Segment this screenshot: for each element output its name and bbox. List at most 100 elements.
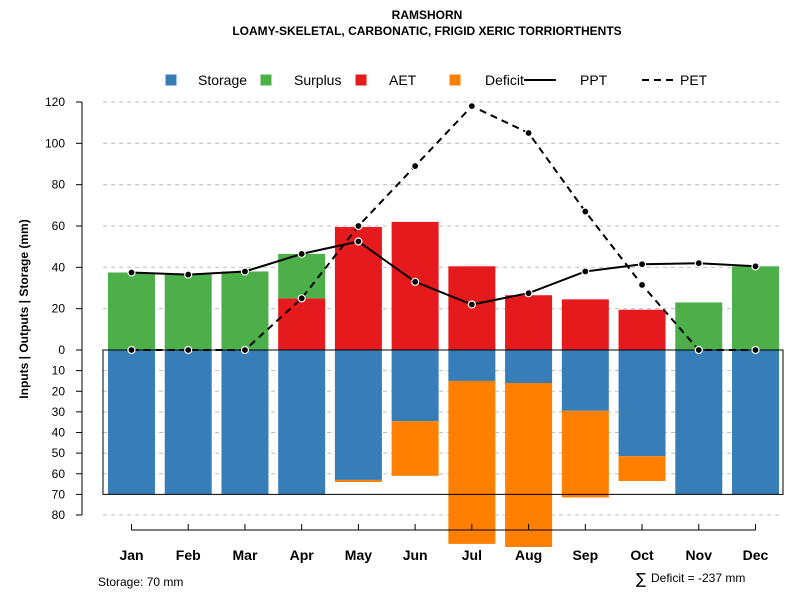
y-tick-label-upper-80: 80: [52, 178, 66, 192]
ppt-point-feb: [184, 270, 193, 279]
y-axis-label: Inputs | Outputs | Storage (mm): [17, 219, 31, 398]
bar-deficit-aug: [505, 383, 553, 547]
bar-storage-jun: [391, 350, 439, 422]
y-tick-label-upper-0: 0: [58, 343, 65, 357]
bar-deficit-oct: [618, 456, 666, 481]
storage-note: Storage: 70 mm: [98, 575, 183, 589]
x-tick-label-feb: Feb: [176, 547, 201, 563]
x-tick-label-sep: Sep: [572, 547, 598, 563]
legend: Storage Surplus AET Deficit PPT PET: [165, 72, 708, 88]
ppt-point-may: [354, 237, 363, 246]
bar-storage-mar: [221, 350, 269, 495]
pet-point-dec: [751, 345, 760, 355]
legend-swatch-aet: [355, 74, 367, 86]
y-tick-label-lower-30: 30: [52, 405, 66, 419]
deficit-note: Deficit = -237 mm: [651, 571, 745, 585]
bar-storage-jul: [448, 350, 496, 381]
chart-subtitle: LOAMY-SKELETAL, CARBONATIC, FRIGID XERIC…: [232, 24, 621, 38]
y-tick-label-upper-40: 40: [52, 260, 66, 274]
bar-surplus-apr: [278, 253, 326, 299]
bar-surplus-mar: [221, 271, 269, 350]
legend-swatch-surplus: [260, 74, 272, 86]
pet-point-sep: [581, 207, 590, 216]
bar-surplus-dec: [732, 266, 779, 350]
x-tick-label-may: May: [345, 547, 372, 563]
bar-surplus-nov: [675, 302, 723, 350]
ppt-point-jun: [411, 277, 420, 286]
ppt-point-dec: [751, 262, 760, 271]
x-tick-label-mar: Mar: [233, 547, 258, 563]
bar-surplus-feb: [164, 274, 212, 350]
bar-deficit-jun: [391, 421, 439, 476]
bar-storage-aug: [505, 350, 553, 383]
pet-point-aug: [524, 128, 533, 138]
x-tick-label-nov: Nov: [686, 547, 713, 563]
y-tick-label-lower-60: 60: [52, 467, 66, 481]
storage-capacity-box: [102, 349, 784, 495]
x-tick-label-apr: Apr: [290, 547, 315, 563]
legend-label-surplus: Surplus: [294, 72, 341, 88]
pet-point-apr: [297, 294, 306, 303]
bar-surplus-jan: [108, 272, 155, 350]
ppt-point-nov: [694, 259, 703, 268]
bar-aet-jun: [391, 221, 439, 350]
y-tick-label-lower-50: 50: [52, 446, 66, 460]
legend-swatch-deficit: [449, 74, 461, 86]
x-tick-label-jul: Jul: [462, 547, 482, 563]
ppt-point-oct: [637, 260, 647, 269]
bar-deficit-may: [334, 479, 382, 482]
sum-symbol: ∑: [636, 570, 646, 588]
legend-label-aet: AET: [389, 72, 417, 88]
y-tick-label-lower-20: 20: [52, 384, 66, 398]
y-tick-label-lower-70: 70: [52, 487, 66, 501]
bar-storage-apr: [278, 350, 326, 495]
pet-point-oct: [637, 280, 647, 289]
bar-aet-apr: [278, 298, 326, 350]
bar-aet-oct: [618, 309, 666, 350]
legend-label-storage: Storage: [198, 72, 247, 88]
bar-aet-aug: [505, 295, 553, 350]
y-tick-label-lower-40: 40: [52, 426, 66, 440]
x-tick-label-jun: Jun: [403, 547, 428, 563]
pet-point-jun: [411, 161, 420, 171]
pet-point-feb: [184, 345, 193, 355]
bar-storage-dec: [732, 350, 779, 495]
x-tick-label-jan: Jan: [119, 547, 143, 563]
gridlines: [103, 101, 783, 516]
ppt-point-jul: [467, 300, 476, 309]
pet-point-may: [354, 221, 363, 231]
bar-deficit-jul: [448, 380, 496, 544]
bar-storage-oct: [618, 350, 666, 457]
bar-storage-nov: [675, 350, 723, 495]
y-tick-label-upper-100: 100: [45, 136, 65, 150]
legend-label-deficit: Deficit: [485, 72, 524, 88]
pet-line: [131, 104, 756, 351]
ppt-point-jan: [127, 268, 136, 277]
ppt-point-aug: [524, 289, 533, 298]
pet-point-jul: [467, 102, 476, 111]
y-tick-label-lower-80: 80: [52, 508, 66, 522]
bar-aet-sep: [561, 299, 609, 350]
chart-title: RAMSHORN: [392, 8, 463, 22]
bar-storage-feb: [164, 350, 212, 495]
legend-label-pet: PET: [680, 72, 708, 88]
y-tick-label-upper-60: 60: [52, 219, 66, 233]
y-tick-label-upper-20: 20: [52, 302, 66, 316]
x-tick-label-oct: Oct: [630, 547, 654, 563]
legend-swatch-storage: [165, 74, 177, 86]
bar-storage-jan: [108, 350, 155, 495]
series-lines: [127, 102, 760, 355]
bar-storage-sep: [561, 350, 609, 411]
ppt-point-sep: [581, 267, 590, 276]
bar-deficit-sep: [561, 410, 609, 498]
axes: 0 20 40 60 80 100 120 10 20 30 40 50 60 70 80 Jan Feb Mar…: [45, 95, 769, 563]
ppt-line: [131, 240, 756, 306]
x-tick-label-aug: Aug: [515, 547, 542, 563]
pet-point-jan: [127, 345, 136, 355]
bar-storage-may: [334, 350, 382, 480]
y-tick-label-upper-120: 120: [45, 95, 65, 109]
pet-point-nov: [694, 345, 703, 355]
bars: [102, 221, 784, 547]
ppt-point-apr: [297, 249, 306, 258]
